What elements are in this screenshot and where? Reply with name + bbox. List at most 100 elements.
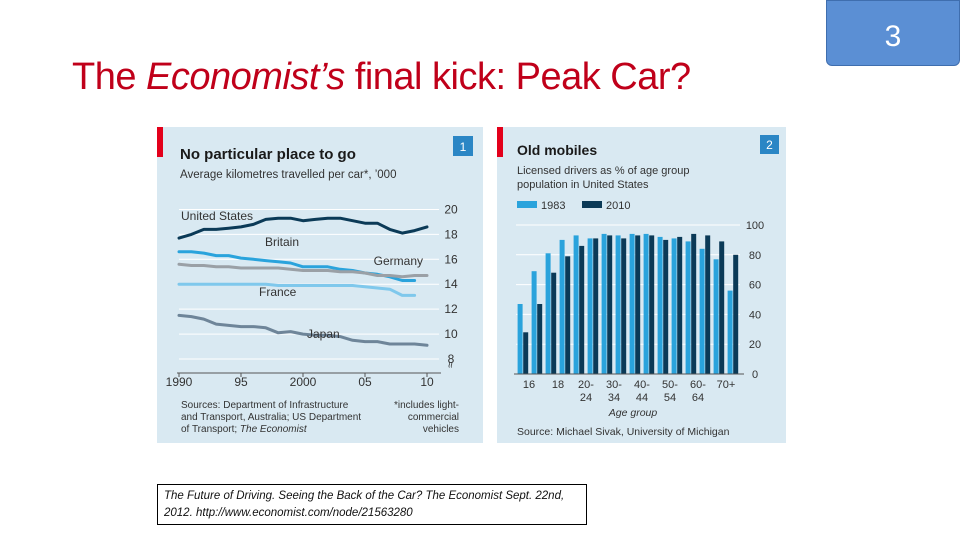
bar — [713, 259, 719, 374]
bar — [719, 241, 725, 374]
bar-chart-licensed-drivers: Old mobiles Licensed drivers as % of age … — [497, 127, 779, 438]
series-label: Japan — [307, 327, 340, 341]
bar — [727, 290, 733, 374]
bar — [677, 236, 683, 374]
y-tick-label: 14 — [444, 277, 458, 291]
axis-break-symbol: ≈ — [445, 362, 457, 368]
x-tick-label: 10 — [420, 375, 434, 389]
chart-title: No particular place to go — [180, 146, 356, 163]
bar — [663, 239, 669, 374]
chart-footnote: commercial — [408, 412, 459, 423]
accent-bar — [157, 127, 163, 157]
chart-panel-km-travelled: No particular place to go Average kilomet… — [157, 127, 483, 443]
bar — [573, 235, 579, 374]
line-chart-km-travelled: No particular place to go Average kilomet… — [157, 127, 473, 435]
chart-title: Old mobiles — [517, 142, 597, 158]
x-tick-label: 64 — [692, 392, 704, 404]
bar — [621, 238, 627, 374]
chart-number-text: 1 — [460, 140, 467, 154]
series-line — [177, 282, 417, 297]
bar — [593, 238, 599, 374]
y-tick-label: 12 — [444, 302, 458, 316]
x-tick-label: 34 — [608, 392, 620, 404]
y-tick-label: 0 — [752, 369, 758, 381]
legend-label: 2010 — [606, 200, 630, 212]
series-line — [177, 313, 429, 347]
legend-swatch — [517, 201, 537, 208]
y-tick-label: 8 — [448, 352, 455, 366]
x-tick-label: 70+ — [717, 379, 736, 391]
x-tick-label: 44 — [636, 392, 648, 404]
series-line — [177, 262, 429, 279]
source-italic: The Economist — [240, 424, 308, 435]
chart-footnote: vehicles — [423, 424, 459, 435]
x-tick-label: 20- — [578, 379, 594, 391]
chart-number-text: 2 — [766, 138, 773, 152]
slide-title: The Economist’s final kick: Peak Car? — [72, 56, 691, 99]
bar — [671, 238, 677, 374]
x-tick-label: 50- — [662, 379, 678, 391]
bar — [607, 235, 613, 374]
chart-number-badge — [453, 136, 473, 156]
bar — [565, 256, 571, 374]
title-text-end: final kick: Peak Car? — [344, 56, 691, 98]
page-number-badge: 3 — [826, 0, 960, 66]
legend-label: 1983 — [541, 200, 565, 212]
bar — [643, 233, 649, 374]
chart-subtitle: population in United States — [517, 179, 649, 191]
series-label: France — [259, 285, 297, 299]
y-tick-label: 16 — [444, 252, 458, 266]
series-line — [177, 216, 429, 240]
bar — [705, 235, 711, 374]
chart-source: Source: Michael Sivak, University of Mic… — [517, 426, 730, 438]
x-tick-label: 18 — [552, 379, 564, 391]
bar — [635, 235, 641, 374]
bar — [551, 272, 557, 374]
accent-bar — [497, 127, 503, 157]
series-label: United States — [181, 209, 253, 223]
chart-footnote: *includes light- — [394, 400, 459, 411]
title-text-start: The — [72, 56, 147, 98]
bar — [657, 236, 663, 374]
x-tick-label: 54 — [664, 392, 676, 404]
source-line: Sources: Department of Infrastructure — [181, 400, 349, 411]
x-tick-label: 16 — [523, 379, 535, 391]
chart-panel-licensed-drivers: Old mobiles Licensed drivers as % of age … — [497, 127, 786, 443]
bar — [699, 248, 705, 374]
title-text-italic: Economist’s — [146, 56, 345, 98]
bar — [545, 253, 551, 374]
bar — [685, 241, 691, 374]
chart-subtitle: Licensed drivers as % of age group — [517, 165, 689, 177]
bar — [587, 238, 593, 374]
y-tick-label: 18 — [444, 227, 458, 241]
y-tick-label: 10 — [444, 327, 458, 341]
x-tick-label: 60- — [690, 379, 706, 391]
source-line: and Transport, Australia; US Department — [181, 412, 361, 423]
x-tick-label: 24 — [580, 392, 592, 404]
y-tick-label: 40 — [749, 309, 761, 321]
y-tick-label: 20 — [444, 202, 458, 216]
y-tick-label: 60 — [749, 280, 761, 292]
x-tick-label: 05 — [358, 375, 372, 389]
y-tick-label: 100 — [746, 220, 764, 232]
chart-number-badge — [760, 135, 779, 154]
bar — [531, 271, 537, 374]
bar — [579, 245, 585, 374]
bar — [559, 239, 565, 374]
x-tick-label: 2000 — [290, 375, 317, 389]
series-label: Germany — [374, 254, 423, 268]
x-tick-label: 95 — [234, 375, 248, 389]
bar — [523, 332, 529, 374]
source-line: of Transport; — [181, 424, 240, 435]
legend-swatch — [582, 201, 602, 208]
chart-source: Sources: Department of Infrastructure and… — [181, 400, 361, 435]
series-label: Britain — [265, 235, 299, 249]
bar — [733, 254, 739, 374]
bar — [537, 304, 543, 374]
bar — [517, 304, 523, 374]
x-tick-label: 1990 — [166, 375, 193, 389]
bar — [601, 233, 607, 374]
bar — [691, 233, 697, 374]
x-tick-label: 40- — [634, 379, 650, 391]
bar — [629, 233, 635, 374]
